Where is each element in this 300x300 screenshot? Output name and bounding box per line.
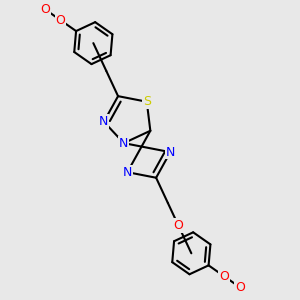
Text: O: O (56, 14, 65, 27)
Text: N: N (123, 166, 132, 179)
Text: N: N (99, 115, 109, 128)
Text: O: O (40, 3, 50, 16)
Text: O: O (219, 270, 229, 283)
Text: N: N (166, 146, 175, 159)
Text: O: O (235, 281, 245, 294)
Text: O: O (173, 219, 183, 232)
Text: S: S (143, 95, 151, 108)
Text: N: N (119, 136, 128, 150)
